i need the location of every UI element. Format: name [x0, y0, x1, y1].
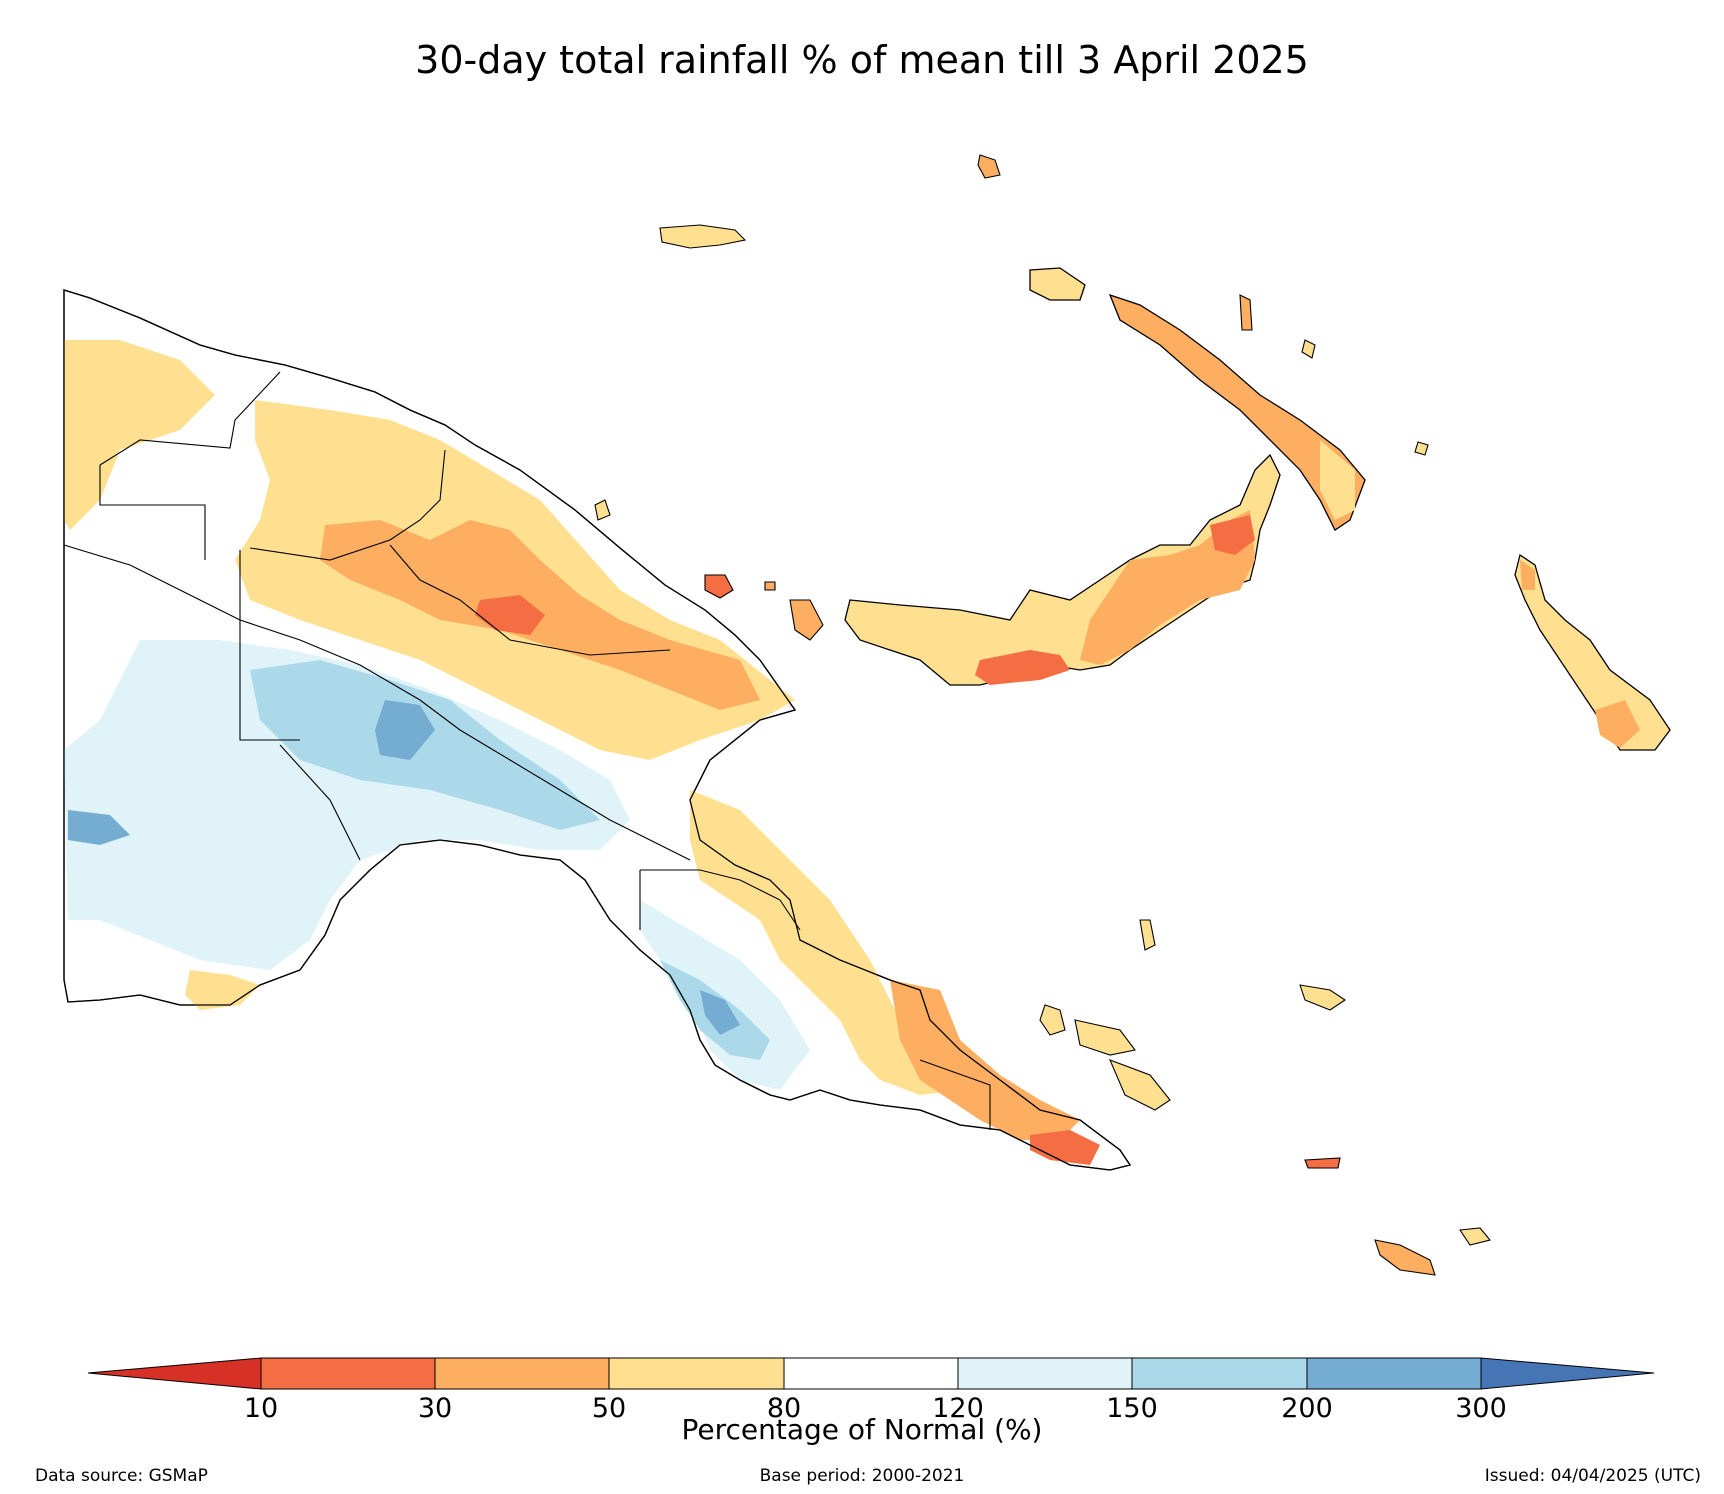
colorbar-tick-label: 30 — [418, 1393, 452, 1424]
rossel-island — [1374, 1239, 1436, 1276]
zone-10-30 — [1030, 1130, 1100, 1165]
bougainville-land — [1514, 553, 1671, 751]
colorbar-segment-200-300 — [1306, 1357, 1482, 1390]
colorbar-tick-label: 150 — [1106, 1393, 1158, 1424]
colorbar-tick-label: 120 — [932, 1393, 984, 1424]
bougainville — [1514, 553, 1671, 751]
island — [1139, 919, 1156, 951]
mainland-coast — [63, 289, 1132, 1171]
zone-200-300 — [700, 990, 740, 1035]
colorbar-tick-label: 200 — [1281, 1393, 1333, 1424]
zone-10-30 — [1210, 515, 1255, 555]
island — [1414, 441, 1429, 456]
misima-island — [1304, 1157, 1341, 1169]
island — [1239, 294, 1253, 331]
colorbar-tick-label: 80 — [767, 1393, 801, 1424]
woodlark-island — [1459, 1227, 1491, 1246]
zone-200-300 — [68, 810, 130, 845]
zone-120-150 — [64, 640, 630, 970]
issued-date: Issued: 04/04/2025 (UTC) — [1484, 1466, 1701, 1486]
zone-50-80 — [1320, 440, 1355, 520]
colorbar-tick-label: 50 — [592, 1393, 626, 1424]
map-title: 30-day total rainfall % of mean till 3 A… — [415, 38, 1309, 82]
zone-30-50 — [890, 980, 1080, 1140]
colorbar-segment-30-50 — [434, 1357, 610, 1390]
data-source: Data source: GSMaP — [35, 1466, 208, 1486]
island — [1301, 339, 1316, 359]
new-ireland — [1029, 267, 1366, 531]
islands — [594, 154, 1491, 1276]
colorbar: 10 30 50 80 120 150 200 300 — [87, 1357, 1655, 1424]
new-hanover — [1029, 267, 1086, 301]
karkar-island — [704, 574, 734, 599]
colorbar-label: Percentage of Normal (%) — [681, 1413, 1043, 1446]
colorbar-segment-50-80 — [608, 1357, 785, 1390]
colorbar-tick-label: 300 — [1455, 1393, 1507, 1424]
trobriand-island — [1299, 984, 1346, 1011]
manus-island — [659, 224, 747, 249]
island — [977, 154, 1001, 179]
zone-50-80 — [690, 790, 960, 1095]
colorbar-tick-label: 10 — [244, 1393, 278, 1424]
province-borders — [63, 371, 991, 1130]
island — [764, 581, 776, 591]
colorbar-segment-80-120 — [783, 1357, 959, 1390]
goodenough-island — [1074, 1019, 1136, 1056]
colorbar-segment-150-200 — [1131, 1357, 1308, 1390]
base-period: Base period: 2000-2021 — [759, 1466, 965, 1486]
zone-10-30 — [475, 595, 545, 635]
colorbar-segment-120-150 — [957, 1357, 1133, 1390]
island — [594, 499, 611, 521]
colorbar-extend-high — [1480, 1357, 1655, 1390]
zone-150-200 — [250, 660, 600, 830]
colorbar-extend-low — [87, 1357, 262, 1390]
new-britain — [844, 453, 1281, 686]
umboi-island — [1039, 1004, 1066, 1036]
zone-50-80 — [185, 970, 260, 1010]
long-island — [789, 599, 824, 641]
zone-50-80 — [64, 340, 215, 530]
zone-30-50 — [1080, 510, 1255, 665]
new-ireland-land — [1108, 293, 1366, 531]
zone-30-50 — [1520, 560, 1535, 590]
fergusson-island — [1108, 1059, 1171, 1111]
mainland — [63, 289, 1132, 1171]
zone-200-300 — [375, 700, 435, 760]
colorbar-segment-10-30 — [260, 1357, 436, 1390]
zone-10-30 — [975, 650, 1070, 685]
zone-30-50 — [1595, 700, 1640, 748]
